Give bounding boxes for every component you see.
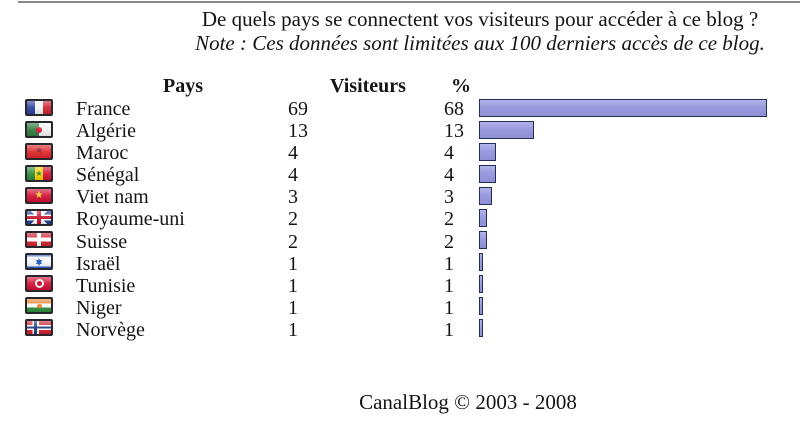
percent-value: 1	[444, 252, 454, 275]
percent-bar	[479, 231, 487, 250]
flag-gloss	[27, 255, 51, 269]
country-name: Suisse	[76, 230, 128, 253]
country-name: Sénégal	[76, 164, 140, 187]
visitors-count: 1	[288, 296, 298, 319]
footer-copyright: CanalBlog © 2003 - 2008	[359, 390, 577, 414]
table-row: Tunisie 1 1	[0, 275, 800, 297]
country-name: Algérie	[76, 120, 136, 143]
percent-bar	[479, 253, 483, 272]
visitors-count: 13	[288, 120, 308, 143]
senegal-flag-icon	[25, 164, 53, 182]
percent-value: 4	[444, 164, 454, 187]
percent-bar	[479, 275, 483, 294]
table-row: Algérie 13 13	[0, 120, 800, 142]
top-divider	[18, 1, 800, 3]
percent-value: 13	[444, 120, 464, 143]
page-title: De quels pays se connectent vos visiteur…	[201, 7, 759, 31]
table-row: Israël 1 1	[0, 253, 800, 275]
country-name: Norvège	[76, 318, 145, 341]
table-row: Sénégal 4 4	[0, 164, 800, 186]
percent-value: 3	[444, 186, 454, 209]
visitors-count: 1	[288, 274, 298, 297]
visitors-count: 69	[288, 98, 308, 120]
percent-bar	[479, 186, 492, 205]
percent-value: 2	[444, 230, 454, 253]
table-row: Maroc 4 4	[0, 142, 800, 164]
country-name: Israël	[76, 252, 121, 275]
column-header-percent: %	[451, 75, 471, 97]
table-row: Viet nam 3 3	[0, 186, 800, 208]
visitors-count: 2	[288, 208, 298, 231]
visitors-count: 4	[288, 142, 298, 165]
country-name: Maroc	[76, 142, 129, 165]
page-note: Note : Ces données sont limitées aux 100…	[195, 31, 765, 55]
percent-bar	[479, 120, 534, 139]
column-header-pays: Pays	[163, 75, 203, 97]
percent-bar	[479, 319, 483, 338]
visitors-count: 4	[288, 164, 298, 187]
tunisia-flag-icon	[25, 275, 53, 293]
flag-gloss	[27, 188, 51, 202]
flag-gloss	[27, 144, 51, 158]
country-name: Tunisie	[76, 274, 136, 297]
table-row: Norvège 1 1	[0, 319, 800, 341]
flag-gloss	[27, 210, 51, 224]
norway-flag-icon	[25, 319, 53, 337]
percent-bar	[479, 142, 496, 161]
flag-gloss	[27, 277, 51, 291]
flag-gloss	[27, 122, 51, 136]
percent-bar	[479, 98, 767, 117]
flag-gloss	[27, 100, 51, 114]
percent-bar	[479, 297, 483, 316]
niger-flag-icon	[25, 297, 53, 315]
flag-gloss	[27, 233, 51, 247]
percent-bar	[479, 208, 487, 227]
country-table: France 69 68 Algérie 13 13 Maroc 4 4 Sén…	[0, 98, 800, 341]
france-flag-icon	[25, 98, 53, 116]
switzerland-flag-icon	[25, 231, 53, 249]
united-kingdom-flag-icon	[25, 208, 53, 226]
flag-gloss	[27, 321, 51, 335]
percent-value: 1	[444, 274, 454, 297]
morocco-flag-icon	[25, 142, 53, 160]
table-row: France 69 68	[0, 98, 800, 120]
visitors-count: 3	[288, 186, 298, 209]
percent-value: 2	[444, 208, 454, 231]
table-row: Niger 1 1	[0, 297, 800, 319]
column-header-visiteurs: Visiteurs	[330, 75, 406, 97]
visitors-count: 1	[288, 252, 298, 275]
percent-value: 4	[444, 142, 454, 165]
flag-gloss	[27, 299, 51, 313]
country-name: France	[76, 98, 131, 120]
table-row: Suisse 2 2	[0, 231, 800, 253]
country-name: Niger	[76, 296, 122, 319]
country-name: Viet nam	[76, 186, 149, 209]
percent-value: 68	[444, 98, 464, 120]
percent-bar	[479, 164, 496, 183]
vietnam-flag-icon	[25, 186, 53, 204]
flag-gloss	[27, 166, 51, 180]
visitors-count: 1	[288, 318, 298, 341]
table-row: Royaume-uni 2 2	[0, 208, 800, 230]
percent-value: 1	[444, 296, 454, 319]
algeria-flag-icon	[25, 120, 53, 138]
percent-value: 1	[444, 318, 454, 341]
visitors-count: 2	[288, 230, 298, 253]
country-name: Royaume-uni	[76, 208, 185, 231]
israel-flag-icon	[25, 253, 53, 271]
